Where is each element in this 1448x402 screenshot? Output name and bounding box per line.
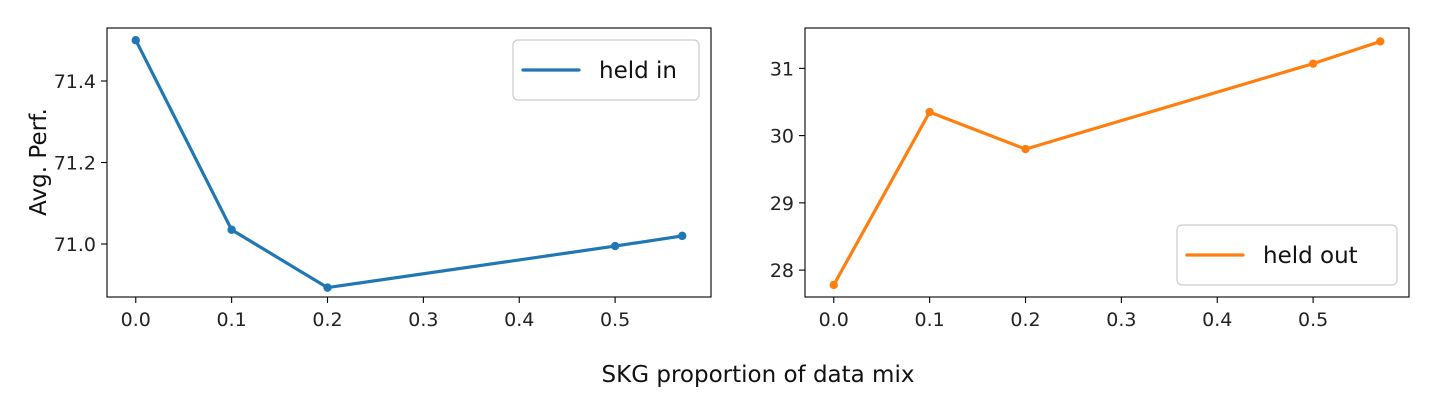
plot-frame: [804, 27, 1410, 298]
data-point: [131, 36, 140, 45]
data-point: [227, 225, 236, 234]
data-point: [323, 283, 332, 292]
y-tick-label: 29: [770, 193, 794, 215]
y-tick-label: 71.2: [54, 153, 96, 175]
data-point: [610, 241, 620, 251]
data-point: [1021, 144, 1030, 154]
x-tick-label: 0.5: [1298, 309, 1328, 331]
x-axis-title: SKG proportion of data mix: [602, 362, 915, 388]
y-tick-label: 71.0: [54, 234, 96, 256]
x-tick-label: 0.4: [504, 309, 534, 331]
data-point: [678, 231, 687, 241]
x-tick-label: 0.0: [819, 309, 849, 331]
y-tick-label: 30: [770, 126, 794, 148]
x-tick-label: 0.1: [217, 309, 247, 331]
right-panel-held-out: 0.0 0.1 0.2 0.3 0.4 0.5 28 29 30 31 held out: [770, 27, 1410, 331]
data-point: [1308, 59, 1318, 68]
x-tick-label: 0.4: [1202, 309, 1232, 331]
legend-box: [512, 39, 700, 101]
x-tick-label: 0.1: [915, 309, 945, 331]
x-tick-label: 0.2: [1010, 309, 1040, 331]
legend: held in: [512, 39, 700, 101]
x-tick-label: 0.3: [1106, 309, 1136, 331]
legend: held out: [1176, 224, 1398, 286]
x-tick-label: 0.0: [121, 309, 151, 331]
y-tick-label: 28: [770, 260, 794, 282]
data-point: [1376, 37, 1385, 46]
y-axis-title: Avg. Perf.: [26, 108, 52, 216]
data-point: [925, 107, 934, 117]
y-tick-label: 71.4: [54, 71, 96, 93]
legend-label: held in: [599, 58, 677, 84]
legend-label: held out: [1263, 243, 1358, 269]
legend-box: [1176, 224, 1398, 286]
x-tick-label: 0.3: [408, 309, 438, 331]
left-panel-held-in: 0.0 0.1 0.2 0.3 0.4 0.5 71.0 71.2 71.4 held in: [54, 27, 712, 331]
x-tick-label: 0.5: [600, 309, 630, 331]
y-tick-label: 31: [770, 58, 794, 80]
x-tick-label: 0.2: [312, 309, 342, 331]
data-point: [829, 280, 838, 290]
